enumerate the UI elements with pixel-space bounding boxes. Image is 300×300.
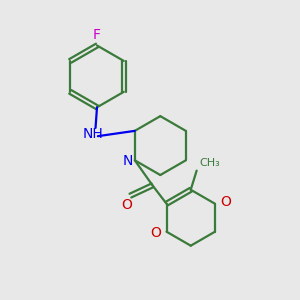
- Text: O: O: [150, 226, 161, 240]
- Text: CH₃: CH₃: [199, 158, 220, 168]
- Text: NH: NH: [82, 127, 103, 141]
- Text: N: N: [123, 154, 133, 168]
- Text: F: F: [93, 28, 101, 42]
- Text: O: O: [220, 195, 231, 209]
- Text: O: O: [122, 198, 132, 212]
